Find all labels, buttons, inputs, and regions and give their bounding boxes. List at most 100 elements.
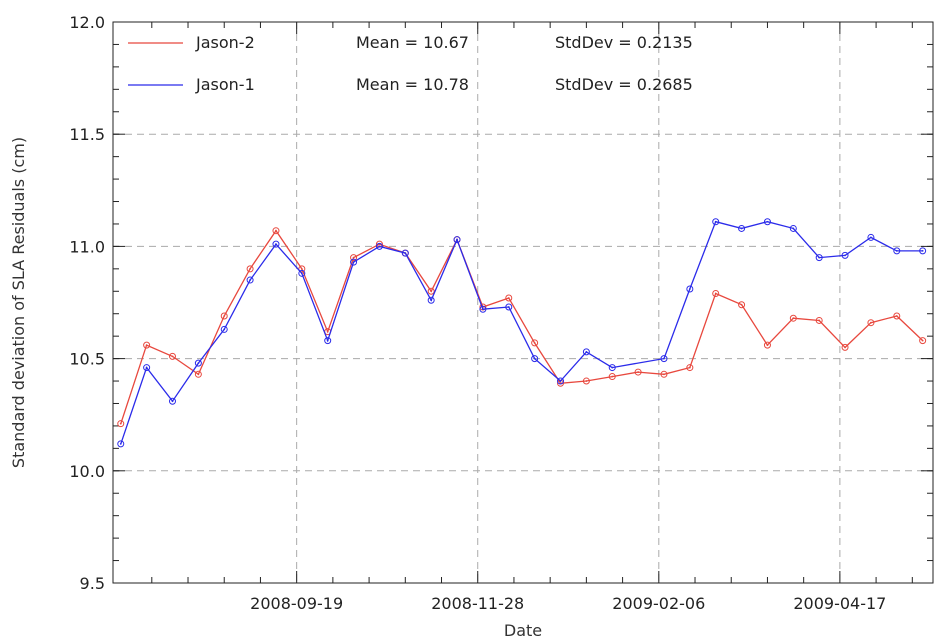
data-point-center-jason-2 bbox=[197, 373, 200, 376]
legend-mean-jason-1: Mean = 10.78 bbox=[356, 75, 469, 94]
data-point-jason-2 bbox=[194, 370, 202, 378]
data-point-center-jason-2 bbox=[818, 319, 821, 322]
data-point-jason-1 bbox=[867, 233, 875, 241]
data-point-jason-2 bbox=[789, 314, 797, 322]
data-point-center-jason-2 bbox=[145, 344, 148, 347]
data-point-jason-1 bbox=[427, 296, 435, 304]
data-point-center-jason-2 bbox=[352, 256, 355, 259]
data-point-jason-1 bbox=[375, 242, 383, 250]
data-point-jason-2 bbox=[763, 341, 771, 349]
data-point-center-jason-1 bbox=[404, 252, 407, 255]
data-point-jason-1 bbox=[401, 249, 409, 257]
data-point-center-jason-2 bbox=[585, 380, 588, 382]
data-point-jason-1 bbox=[479, 305, 487, 313]
data-point-jason-1 bbox=[893, 247, 901, 255]
data-point-center-jason-1 bbox=[275, 243, 277, 246]
data-point-jason-1 bbox=[557, 377, 565, 385]
tick-labels: 9.5 10.0 10.5 11.0 11.5 12.0 2008-09-19 2008-11… bbox=[69, 13, 886, 613]
data-point-center-jason-2 bbox=[171, 355, 174, 358]
data-point-jason-2 bbox=[505, 294, 513, 302]
data-point-center-jason-1 bbox=[688, 288, 691, 290]
data-point-center-jason-1 bbox=[456, 238, 458, 241]
data-point-jason-1 bbox=[220, 325, 228, 333]
data-point-center-jason-1 bbox=[171, 400, 174, 403]
data-point-center-jason-2 bbox=[223, 315, 226, 317]
data-point-jason-1 bbox=[763, 218, 771, 226]
data-point-jason-1 bbox=[712, 218, 720, 226]
data-point-center-jason-1 bbox=[145, 366, 148, 369]
x-tick-label: 2009-04-17 bbox=[793, 594, 886, 613]
legend-stddev-jason-1: StdDev = 0.2685 bbox=[555, 75, 693, 94]
data-point-jason-1 bbox=[531, 355, 539, 363]
data-point-center-jason-1 bbox=[714, 220, 717, 223]
data-point-center-jason-1 bbox=[533, 357, 536, 360]
legend-mean-jason-2: Mean = 10.67 bbox=[356, 33, 469, 52]
data-point-jason-2 bbox=[246, 265, 254, 273]
data-point-center-jason-2 bbox=[792, 317, 795, 320]
data-point-center-jason-1 bbox=[870, 236, 872, 239]
data-point-center-jason-1 bbox=[559, 380, 562, 382]
data-point-jason-1 bbox=[117, 440, 125, 448]
x-axis-title: Date bbox=[504, 621, 542, 640]
data-point-center-jason-2 bbox=[895, 315, 898, 317]
data-point-center-jason-1 bbox=[921, 249, 924, 252]
data-point-center-jason-2 bbox=[249, 267, 251, 270]
data-point-jason-1 bbox=[686, 285, 694, 293]
data-point-center-jason-1 bbox=[430, 299, 433, 302]
data-point-center-jason-2 bbox=[611, 375, 614, 378]
data-point-jason-1 bbox=[350, 258, 358, 266]
data-point-center-jason-2 bbox=[637, 371, 640, 373]
data-point-jason-1 bbox=[919, 247, 927, 255]
x-tick-label: 2008-09-19 bbox=[250, 594, 343, 613]
y-axis-title: Standard deviation of SLA Residuals (cm) bbox=[9, 137, 28, 468]
data-point-jason-1 bbox=[298, 269, 306, 277]
data-point-center-jason-2 bbox=[326, 330, 329, 333]
y-tick-label: 11.5 bbox=[69, 125, 105, 144]
data-point-jason-1 bbox=[789, 224, 797, 232]
data-point-center-jason-2 bbox=[740, 303, 743, 306]
grid-lines bbox=[113, 22, 933, 583]
data-point-jason-2 bbox=[738, 301, 746, 309]
data-point-jason-2 bbox=[608, 373, 616, 381]
data-point-jason-1 bbox=[505, 303, 513, 311]
data-point-center-jason-1 bbox=[663, 357, 665, 360]
data-point-center-jason-2 bbox=[663, 373, 665, 376]
data-point-jason-1 bbox=[453, 236, 461, 244]
data-point-jason-1 bbox=[738, 224, 746, 232]
data-point-jason-2 bbox=[427, 287, 435, 295]
data-point-jason-1 bbox=[143, 364, 151, 372]
data-point-jason-1 bbox=[841, 251, 849, 259]
data-point-center-jason-1 bbox=[740, 227, 743, 230]
data-point-center-jason-2 bbox=[533, 341, 536, 344]
data-point-jason-1 bbox=[582, 348, 590, 356]
data-point-center-jason-1 bbox=[818, 256, 821, 259]
data-point-jason-1 bbox=[272, 240, 280, 248]
data-point-center-jason-1 bbox=[844, 254, 846, 257]
series-jason-2 bbox=[117, 227, 927, 428]
data-point-center-jason-1 bbox=[352, 261, 355, 264]
data-point-center-jason-1 bbox=[300, 272, 303, 275]
data-point-center-jason-1 bbox=[611, 366, 614, 369]
data-point-center-jason-1 bbox=[197, 362, 200, 364]
data-point-center-jason-2 bbox=[714, 292, 717, 295]
data-point-center-jason-2 bbox=[300, 267, 303, 270]
data-point-jason-2 bbox=[117, 420, 125, 428]
data-point-center-jason-1 bbox=[249, 279, 251, 281]
data-point-jason-2 bbox=[350, 254, 358, 262]
data-point-center-jason-2 bbox=[844, 346, 846, 349]
data-point-jason-2 bbox=[168, 352, 176, 360]
y-tick-label: 10.5 bbox=[69, 350, 105, 369]
data-point-jason-2 bbox=[220, 312, 228, 320]
data-point-jason-2 bbox=[143, 341, 151, 349]
y-tick-label: 10.0 bbox=[69, 462, 105, 481]
data-point-jason-2 bbox=[841, 343, 849, 351]
data-point-jason-2 bbox=[867, 319, 875, 327]
series-line-jason-1 bbox=[120, 220, 923, 445]
data-point-jason-1 bbox=[324, 337, 332, 345]
data-point-center-jason-2 bbox=[870, 321, 872, 324]
legend-name-jason-1: Jason-1 bbox=[195, 75, 255, 94]
data-point-jason-2 bbox=[919, 337, 927, 345]
legend: Jason-2 Mean = 10.67 StdDev = 0.2135 Jason-… bbox=[128, 33, 693, 94]
data-point-center-jason-1 bbox=[792, 227, 795, 230]
